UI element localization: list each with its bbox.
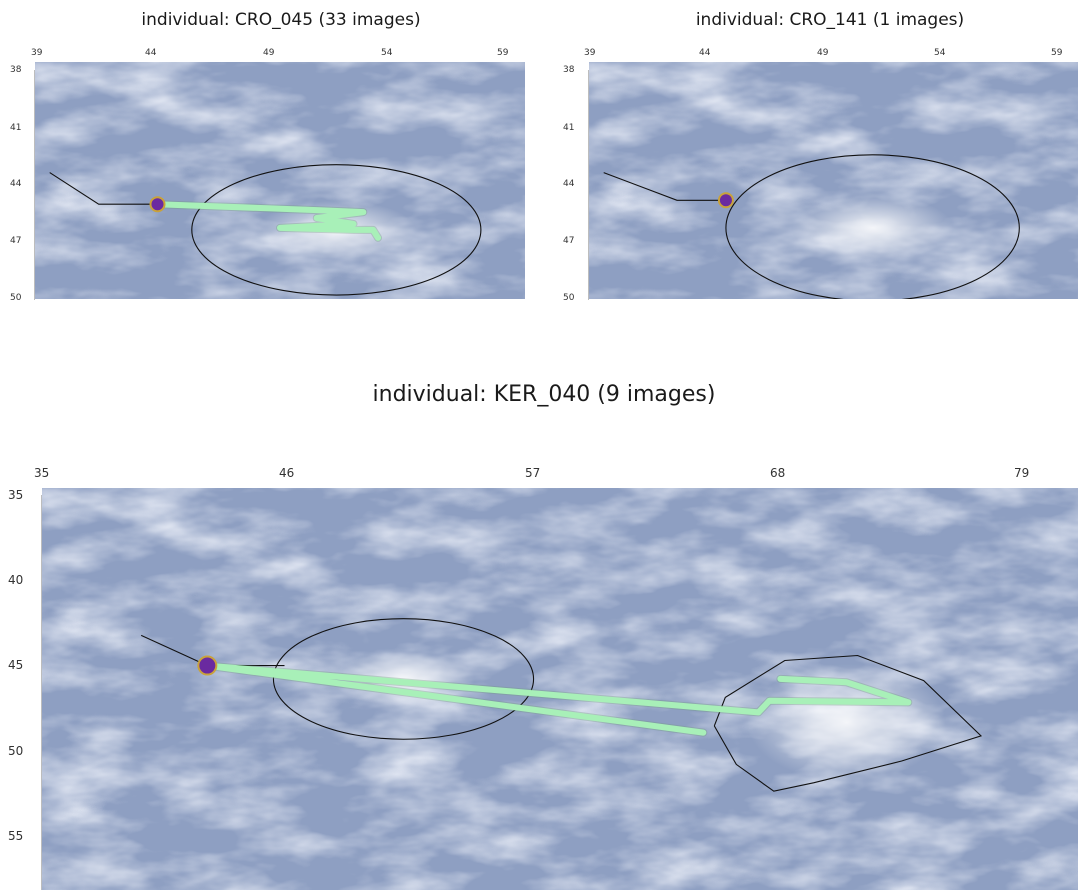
tether-line (49, 172, 158, 205)
map-canvas[interactable] (589, 62, 1078, 299)
panel-title: individual: KER_040 (9 images) (372, 382, 716, 407)
tether-line (603, 172, 726, 201)
y-tick-label: 45 (8, 658, 24, 672)
y-tick-label: 50 (10, 293, 22, 303)
y-tick-label: 41 (563, 123, 575, 133)
y-tick-label: 44 (563, 179, 575, 189)
x-tick-label: 54 (381, 48, 393, 58)
y-tick-label: 50 (563, 293, 575, 303)
x-tick-label: 39 (584, 48, 596, 58)
range-ellipse (272, 618, 535, 740)
y-tick-label: 50 (8, 744, 24, 758)
plateau-highlight (791, 195, 954, 261)
x-tick-label: 54 (934, 48, 946, 58)
y-axis-line (588, 70, 589, 300)
x-tick-label: 57 (525, 466, 541, 480)
location-marker (717, 192, 734, 209)
map-svg (35, 62, 525, 299)
y-axis-line (41, 495, 42, 890)
x-tick-label: 49 (263, 48, 275, 58)
map-svg (589, 62, 1078, 299)
map-canvas[interactable] (35, 62, 525, 299)
map-canvas[interactable] (42, 488, 1078, 890)
y-tick-label: 47 (563, 236, 575, 246)
y-tick-label: 55 (8, 829, 24, 843)
map-panel-cro141: individual: CRO_141 (1 images) 39 44 49 … (548, 0, 1078, 310)
plateau-highlight (331, 651, 476, 707)
x-tick-label: 46 (279, 466, 295, 480)
y-tick-label: 35 (8, 488, 24, 502)
panel-title: individual: CRO_045 (33 images) (141, 10, 421, 30)
map-svg (42, 488, 1078, 890)
x-tick-label: 59 (1051, 48, 1063, 58)
tether-line (140, 634, 285, 667)
bathymetry-texture (35, 62, 525, 299)
range-ellipse (191, 164, 482, 296)
y-axis-line (34, 70, 35, 300)
movement-trail (154, 201, 381, 241)
panel-title: individual: CRO_141 (1 images) (695, 10, 965, 30)
x-tick-label: 49 (817, 48, 829, 58)
home-range-outline (713, 654, 983, 792)
movement-trail (204, 662, 912, 736)
map-panel-cro045: individual: CRO_045 (33 images) 39 44 49… (0, 0, 540, 310)
bathymetry-texture (589, 62, 1078, 299)
x-tick-label: 68 (770, 466, 786, 480)
plateau-highlight (747, 663, 946, 782)
map-panel-ker040: individual: KER_040 (9 images) 35 46 57 … (0, 360, 1078, 890)
x-tick-label: 44 (699, 48, 711, 58)
x-tick-label: 35 (34, 466, 50, 480)
range-ellipse (725, 154, 1020, 299)
y-tick-label: 38 (563, 65, 575, 75)
x-tick-label: 44 (145, 48, 157, 58)
x-tick-label: 39 (31, 48, 43, 58)
x-tick-label: 79 (1014, 466, 1030, 480)
y-tick-label: 40 (8, 573, 24, 587)
y-tick-label: 47 (10, 236, 22, 246)
y-tick-label: 44 (10, 179, 22, 189)
y-tick-label: 38 (10, 65, 22, 75)
location-marker (149, 196, 166, 213)
x-tick-label: 59 (497, 48, 509, 58)
y-tick-label: 41 (10, 123, 22, 133)
location-marker (197, 655, 218, 676)
